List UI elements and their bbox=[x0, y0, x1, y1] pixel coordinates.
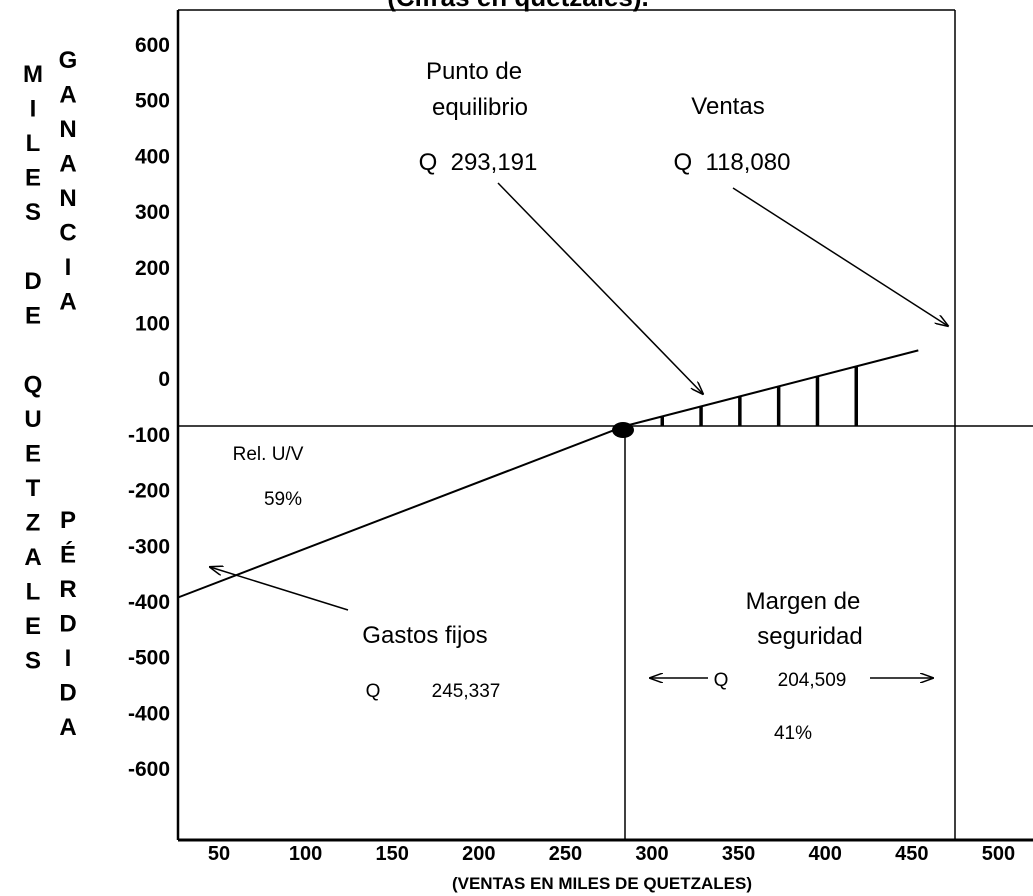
y-axis-label-letter: U bbox=[24, 406, 41, 433]
margen-q: Q bbox=[714, 670, 729, 691]
margen-pct: 41% bbox=[774, 723, 812, 744]
rel-uv-label: Rel. U/V bbox=[233, 444, 304, 465]
x-tick-label: 300 bbox=[635, 843, 668, 865]
punto-equilibrio-arrow bbox=[497, 182, 703, 394]
ganancia-letter: A bbox=[59, 151, 76, 178]
y-axis-label-letter: E bbox=[25, 613, 41, 640]
ganancia-letter: I bbox=[65, 254, 72, 281]
margen-line1: Margen de bbox=[746, 588, 861, 615]
ganancia-letter: N bbox=[59, 185, 76, 212]
punto-equilibrio-line1: Punto de bbox=[426, 58, 522, 85]
punto-equilibrio-value: Q 293,191 bbox=[419, 149, 538, 176]
y-axis-label-letter: T bbox=[26, 475, 41, 502]
x-tick-label: 50 bbox=[208, 843, 230, 865]
break-even-point bbox=[612, 422, 634, 438]
y-tick-label: 300 bbox=[135, 201, 170, 224]
x-tick-label: 250 bbox=[549, 843, 582, 865]
gastos-fijos-value: 245,337 bbox=[432, 681, 501, 702]
x-tick-label: 500 bbox=[982, 843, 1015, 865]
ventas-arrow bbox=[732, 187, 948, 326]
y-tick-label: -100 bbox=[128, 424, 170, 447]
y-tick-label: -300 bbox=[128, 535, 170, 558]
x-tick-labels: 50 100 150 200 250 300 350 400 450 500 bbox=[208, 843, 1015, 865]
punto-equilibrio-line2: equilibrio bbox=[432, 94, 528, 121]
y-tick-label: 400 bbox=[135, 145, 170, 168]
y-tick-label: 500 bbox=[135, 90, 170, 113]
y-axis-label-letter: L bbox=[26, 579, 41, 606]
x-tick-label: 150 bbox=[376, 843, 409, 865]
perdida-letter: R bbox=[59, 576, 76, 603]
x-tick-label: 450 bbox=[895, 843, 928, 865]
y-axis-label-letter: S bbox=[25, 648, 41, 675]
x-tick-label: 200 bbox=[462, 843, 495, 865]
y-axis-label-letter: M bbox=[23, 61, 43, 88]
y-tick-label: 600 bbox=[135, 34, 170, 57]
y-tick-label: -600 bbox=[128, 758, 170, 781]
margen-line2: seguridad bbox=[757, 623, 862, 650]
perdida-letter: D bbox=[59, 611, 76, 638]
y-tick-label: -400 bbox=[128, 591, 170, 614]
gastos-fijos-q: Q bbox=[366, 681, 381, 702]
y-axis-label-letter: E bbox=[25, 165, 41, 192]
x-tick-label: 100 bbox=[289, 843, 322, 865]
ventas-label: Ventas bbox=[691, 93, 764, 120]
y-axis-label-letter: E bbox=[25, 441, 41, 468]
y-axis-label-letter: Z bbox=[26, 510, 41, 537]
ganancia-letter: G bbox=[59, 47, 78, 74]
chart-title-fragment: (Cifras en quetzales). bbox=[387, 0, 649, 12]
y-axis-label-letter: I bbox=[30, 96, 37, 123]
ganancia-letter: A bbox=[59, 82, 76, 109]
ganancia-letter: C bbox=[59, 220, 76, 247]
perdida-letter: P bbox=[60, 507, 76, 534]
y-tick-label: 200 bbox=[135, 257, 170, 280]
y-tick-label: -500 bbox=[128, 647, 170, 670]
sales-line bbox=[177, 349, 919, 599]
y-tick-label: 100 bbox=[135, 313, 170, 336]
gastos-fijos-label: Gastos fijos bbox=[362, 622, 487, 649]
x-tick-label: 350 bbox=[722, 843, 755, 865]
perdida-letter: A bbox=[59, 714, 76, 741]
y-axis-label-letter: S bbox=[25, 199, 41, 226]
ganancia-letter: N bbox=[59, 116, 76, 143]
ganancia-letter: A bbox=[59, 289, 76, 316]
y-axis-label-letter: Q bbox=[24, 372, 43, 399]
rel-uv-value: 59% bbox=[264, 489, 302, 510]
y-axis-label-letter: L bbox=[26, 130, 41, 157]
y-axis-label-letter: A bbox=[24, 544, 41, 571]
x-tick-label: 400 bbox=[809, 843, 842, 865]
perdida-letter: I bbox=[65, 645, 72, 672]
sales-cost-line bbox=[177, 349, 919, 599]
perdida-letter: É bbox=[60, 541, 76, 569]
profit-area-hatch bbox=[660, 366, 859, 426]
y-tick-label: -400 bbox=[128, 702, 170, 725]
y-tick-label: -200 bbox=[128, 480, 170, 503]
y-axis-label-letter: D bbox=[24, 268, 41, 295]
x-axis-label: (VENTAS EN MILES DE QUETZALES) bbox=[452, 874, 752, 893]
ventas-value: Q 118,080 bbox=[674, 149, 791, 176]
y-tick-label: 0 bbox=[158, 368, 170, 391]
gastos-fijos-arrow bbox=[210, 567, 349, 611]
margen-value: 204,509 bbox=[778, 670, 847, 691]
y-tick-labels: 600 500 400 300 200 100 0 -100 -200 -300 -400 -500 -… bbox=[128, 34, 170, 781]
y-axis-label-letter: E bbox=[25, 303, 41, 330]
perdida-letter: D bbox=[59, 680, 76, 707]
